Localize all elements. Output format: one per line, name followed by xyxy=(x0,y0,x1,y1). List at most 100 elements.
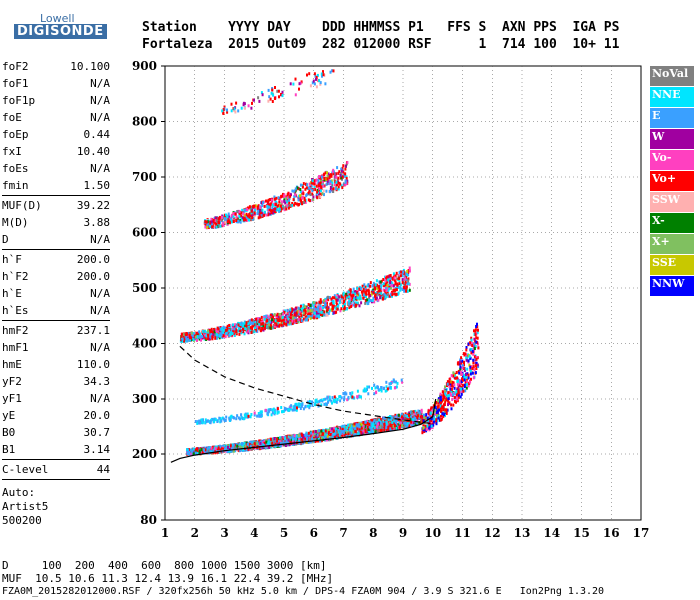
echo-point xyxy=(214,446,217,450)
echo-point xyxy=(299,188,302,191)
echo-point xyxy=(382,282,385,286)
echo-point xyxy=(270,321,273,324)
echo-point xyxy=(356,427,359,431)
echo-point xyxy=(198,335,201,339)
echo-point xyxy=(406,270,409,273)
echo-point xyxy=(326,313,329,317)
echo-point xyxy=(379,421,382,425)
echo-point xyxy=(389,293,392,297)
echo-point xyxy=(252,319,254,323)
echo-point xyxy=(389,415,391,418)
echo-point xyxy=(205,220,208,224)
echo-point xyxy=(225,213,227,217)
echo-point xyxy=(341,427,344,431)
echo-point xyxy=(360,290,363,294)
echo-point xyxy=(355,301,357,305)
echo-point xyxy=(226,220,229,224)
echo-point xyxy=(330,173,333,177)
y-tick-label: 80 xyxy=(140,513,157,527)
echo-point xyxy=(354,433,357,437)
echo-point xyxy=(405,285,408,289)
echo-point xyxy=(404,280,407,284)
echo-point xyxy=(194,335,197,339)
echo-point xyxy=(276,204,279,208)
echo-point xyxy=(323,431,326,435)
echo-point xyxy=(336,181,339,185)
echo-point xyxy=(332,429,335,433)
echo-point xyxy=(246,214,249,218)
echo-point xyxy=(401,281,404,285)
echo-point xyxy=(386,427,389,431)
echo-point xyxy=(305,433,307,437)
echo-point xyxy=(348,295,351,299)
echo-point xyxy=(287,320,290,324)
echo-point xyxy=(300,438,303,442)
echo-point xyxy=(232,329,235,333)
echo-point xyxy=(399,423,402,427)
echo-point xyxy=(243,213,246,217)
echo-point xyxy=(369,426,372,430)
echo-point xyxy=(297,306,300,310)
echo-point xyxy=(190,331,193,335)
echo-point xyxy=(374,287,376,291)
param-name: foEp xyxy=(2,128,29,141)
echo-point xyxy=(296,310,299,314)
echo-point xyxy=(413,412,416,416)
echo-point xyxy=(287,191,290,195)
echo-point xyxy=(316,196,319,200)
echo-point xyxy=(294,309,297,313)
echo-point xyxy=(323,193,325,197)
echo-point xyxy=(323,177,326,180)
echo-point xyxy=(353,424,356,428)
echo-point xyxy=(392,284,395,288)
echo-point xyxy=(297,434,300,438)
echo-point xyxy=(402,425,405,429)
echo-point xyxy=(393,291,396,295)
param-name: M(D) xyxy=(2,216,29,229)
echo-point xyxy=(326,179,329,183)
echo-point xyxy=(328,173,331,177)
echo-point xyxy=(331,427,334,431)
echo-point xyxy=(267,212,270,216)
echo-point xyxy=(401,273,404,277)
param-value: 110.0 xyxy=(76,358,110,371)
echo-point xyxy=(368,298,371,302)
x-tick-label: 15 xyxy=(573,526,590,540)
echo-point xyxy=(285,200,288,204)
echo-point xyxy=(384,278,387,282)
echo-point xyxy=(312,301,315,304)
echo-point xyxy=(324,82,327,86)
echo-point xyxy=(284,435,287,439)
echo-point xyxy=(368,292,371,296)
echo-point xyxy=(243,332,246,336)
echo-point xyxy=(394,415,397,419)
echo-point xyxy=(416,415,419,419)
echo-point xyxy=(304,201,307,204)
echo-point xyxy=(300,201,303,205)
echo-point xyxy=(385,420,388,424)
echo-point xyxy=(389,427,392,431)
echo-point xyxy=(402,414,405,418)
echo-point xyxy=(265,199,268,203)
echo-point xyxy=(394,288,397,292)
echo-point xyxy=(245,441,248,445)
echo-point xyxy=(373,426,376,430)
echo-point xyxy=(223,105,226,109)
echo-point xyxy=(218,215,221,219)
echo-point xyxy=(379,429,382,433)
echo-point xyxy=(294,77,297,81)
echo-point xyxy=(275,444,278,448)
echo-point xyxy=(235,101,238,105)
echo-point xyxy=(268,205,271,209)
echo-point xyxy=(368,420,371,424)
param-name: fmin xyxy=(2,179,29,192)
echo-point xyxy=(245,212,248,216)
echo-point xyxy=(217,220,220,224)
echo-point xyxy=(289,440,292,444)
echo-point xyxy=(186,450,189,454)
echo-point xyxy=(323,173,326,177)
echo-point xyxy=(302,317,305,321)
echo-point xyxy=(275,318,278,322)
echo-point xyxy=(237,219,240,223)
echo-point xyxy=(332,190,335,193)
